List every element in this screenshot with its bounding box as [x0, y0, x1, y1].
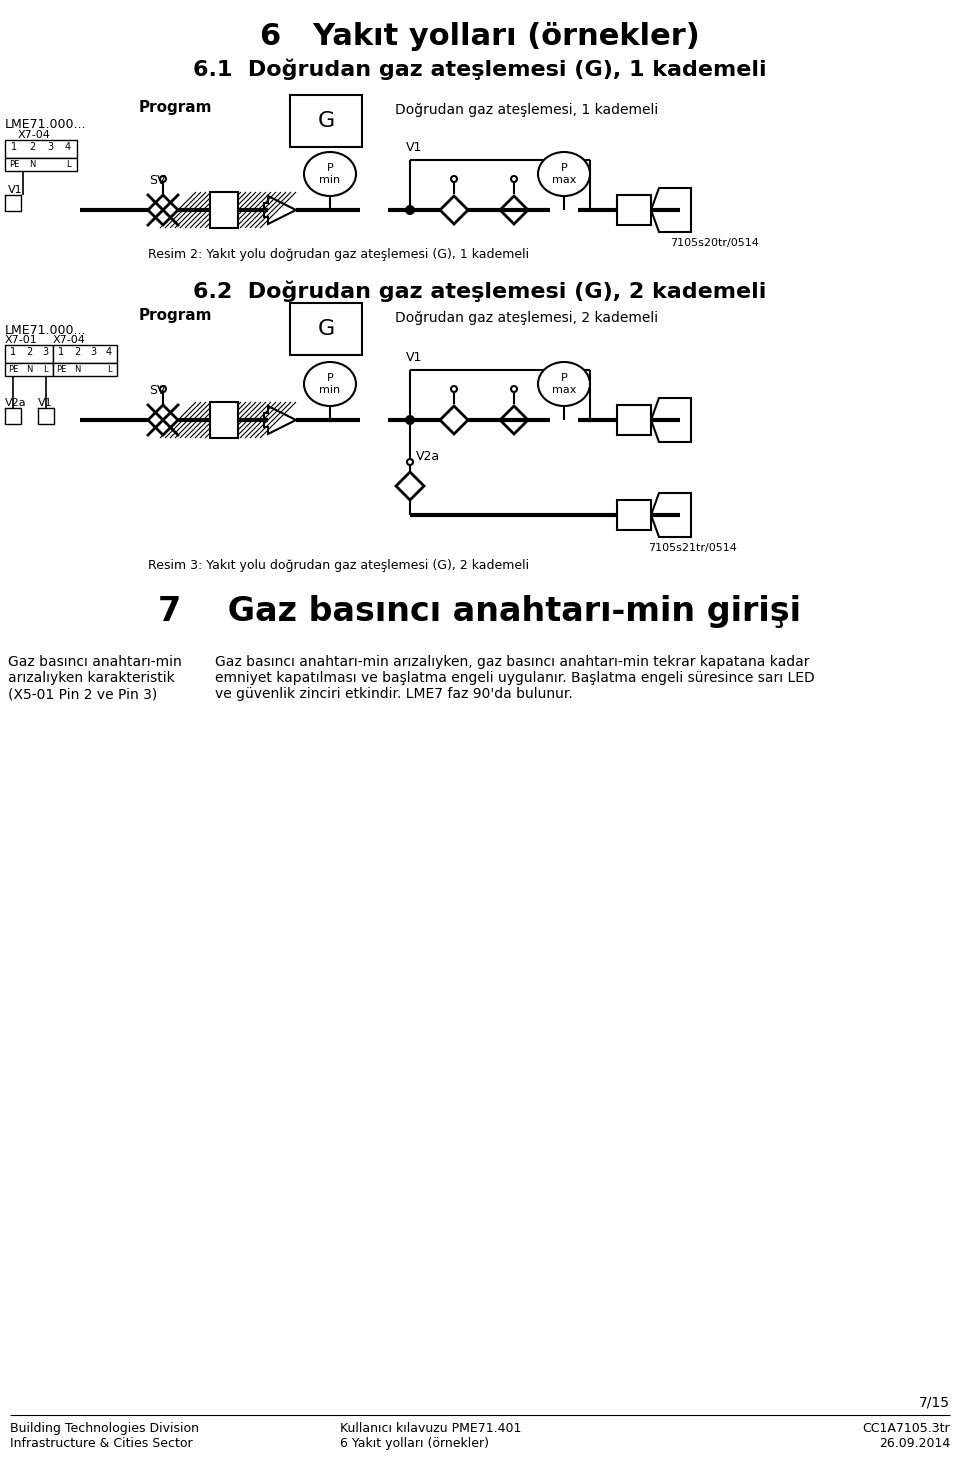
Bar — [290, 95, 362, 147]
Text: 7    Gaz basıncı anahtarı-min girişi: 7 Gaz basıncı anahtarı-min girişi — [158, 594, 802, 628]
Circle shape — [451, 176, 457, 182]
Bar — [5, 157, 77, 170]
Text: Kullanıcı kılavuzu PME71.401: Kullanıcı kılavuzu PME71.401 — [340, 1422, 521, 1435]
Text: 7105s21tr/0514: 7105s21tr/0514 — [648, 543, 737, 554]
Text: V1: V1 — [8, 185, 23, 195]
Text: 3: 3 — [90, 347, 96, 357]
Text: N: N — [26, 366, 33, 374]
Text: V1: V1 — [38, 398, 53, 408]
Text: PE: PE — [56, 366, 66, 374]
Text: P
max: P max — [552, 373, 576, 395]
Bar — [5, 195, 21, 211]
Bar — [617, 500, 651, 530]
Text: Building Technologies Division: Building Technologies Division — [10, 1422, 199, 1435]
Text: 3: 3 — [42, 347, 48, 357]
Text: 26.09.2014: 26.09.2014 — [878, 1437, 950, 1450]
Bar — [5, 345, 53, 363]
Bar — [617, 405, 651, 436]
Circle shape — [451, 386, 457, 392]
Bar — [53, 345, 117, 363]
Circle shape — [407, 459, 413, 465]
Bar — [53, 363, 117, 376]
Text: CC1A7105.3tr: CC1A7105.3tr — [862, 1422, 950, 1435]
Bar — [210, 192, 238, 227]
Circle shape — [160, 176, 166, 182]
Text: L: L — [107, 366, 111, 374]
Text: X7-04: X7-04 — [53, 335, 85, 345]
Text: P
max: P max — [552, 163, 576, 185]
Text: N: N — [29, 160, 36, 169]
Text: Doğrudan gaz ateşlemesi, 2 kademeli: Doğrudan gaz ateşlemesi, 2 kademeli — [395, 310, 659, 325]
Bar — [290, 303, 362, 356]
Circle shape — [405, 205, 415, 216]
Text: 6 Yakıt yolları (örnekler): 6 Yakıt yolları (örnekler) — [340, 1437, 489, 1450]
Ellipse shape — [538, 361, 590, 407]
Text: Gaz basıncı anahtarı-min
arızalıyken karakteristik
(X5-01 Pin 2 ve Pin 3): Gaz basıncı anahtarı-min arızalıyken kar… — [8, 656, 181, 701]
Ellipse shape — [304, 361, 356, 407]
Circle shape — [405, 415, 415, 425]
Text: G: G — [318, 111, 335, 131]
Text: 6.2  Doğrudan gaz ateşlemesi (G), 2 kademeli: 6.2 Doğrudan gaz ateşlemesi (G), 2 kadem… — [193, 280, 767, 302]
Text: 2: 2 — [26, 347, 32, 357]
Text: 6   Yakıt yolları (örnekler): 6 Yakıt yolları (örnekler) — [260, 22, 700, 51]
Text: P
min: P min — [320, 163, 341, 185]
Bar — [5, 408, 21, 424]
Text: 7105s20tr/0514: 7105s20tr/0514 — [670, 237, 758, 248]
Circle shape — [511, 386, 517, 392]
Text: 3: 3 — [47, 141, 53, 152]
Text: 2: 2 — [74, 347, 80, 357]
Text: Resim 2: Yakıt yolu doğrudan gaz ateşlemesi (G), 1 kademeli: Resim 2: Yakıt yolu doğrudan gaz ateşlem… — [148, 248, 529, 261]
Text: 1: 1 — [11, 141, 17, 152]
Text: 4: 4 — [106, 347, 112, 357]
Text: 2: 2 — [29, 141, 36, 152]
Text: 7/15: 7/15 — [919, 1394, 950, 1409]
Text: SV: SV — [149, 173, 165, 186]
Text: PE: PE — [8, 366, 18, 374]
Text: N: N — [74, 366, 81, 374]
Text: Infrastructure & Cities Sector: Infrastructure & Cities Sector — [10, 1437, 193, 1450]
Ellipse shape — [538, 152, 590, 197]
Ellipse shape — [304, 152, 356, 197]
Text: 1: 1 — [58, 347, 64, 357]
Text: Resim 3: Yakıt yolu doğrudan gaz ateşlemesi (G), 2 kademeli: Resim 3: Yakıt yolu doğrudan gaz ateşlem… — [148, 559, 529, 573]
Bar — [210, 402, 238, 439]
Text: SV: SV — [149, 385, 165, 396]
Bar — [5, 363, 53, 376]
Text: L: L — [42, 366, 47, 374]
Text: G: G — [318, 319, 335, 339]
Bar — [617, 195, 651, 224]
Text: L: L — [65, 160, 70, 169]
Text: X7-01: X7-01 — [5, 335, 37, 345]
Text: V2a: V2a — [5, 398, 27, 408]
Text: Program: Program — [138, 101, 212, 115]
Text: X7-04: X7-04 — [18, 130, 51, 140]
Circle shape — [160, 386, 166, 392]
Text: 1: 1 — [10, 347, 16, 357]
Text: 4: 4 — [65, 141, 71, 152]
Polygon shape — [148, 405, 178, 436]
Polygon shape — [148, 195, 178, 224]
Text: Program: Program — [138, 307, 212, 323]
Text: LME71.000...: LME71.000... — [5, 323, 86, 337]
Text: V1: V1 — [406, 141, 422, 154]
Text: V1: V1 — [406, 351, 422, 364]
Text: Gaz basıncı anahtarı-min arızalıyken, gaz basıncı anahtarı-min tekrar kapatana k: Gaz basıncı anahtarı-min arızalıyken, ga… — [215, 656, 815, 701]
Text: PE: PE — [9, 160, 19, 169]
Text: 6.1  Doğrudan gaz ateşlemesi (G), 1 kademeli: 6.1 Doğrudan gaz ateşlemesi (G), 1 kadem… — [193, 58, 767, 80]
Text: V2a: V2a — [416, 450, 440, 463]
Bar — [38, 408, 54, 424]
Text: LME71.000...: LME71.000... — [5, 118, 86, 131]
Bar — [5, 140, 77, 157]
Circle shape — [511, 176, 517, 182]
Text: P
min: P min — [320, 373, 341, 395]
Text: Doğrudan gaz ateşlemesi, 1 kademeli: Doğrudan gaz ateşlemesi, 1 kademeli — [395, 103, 659, 117]
